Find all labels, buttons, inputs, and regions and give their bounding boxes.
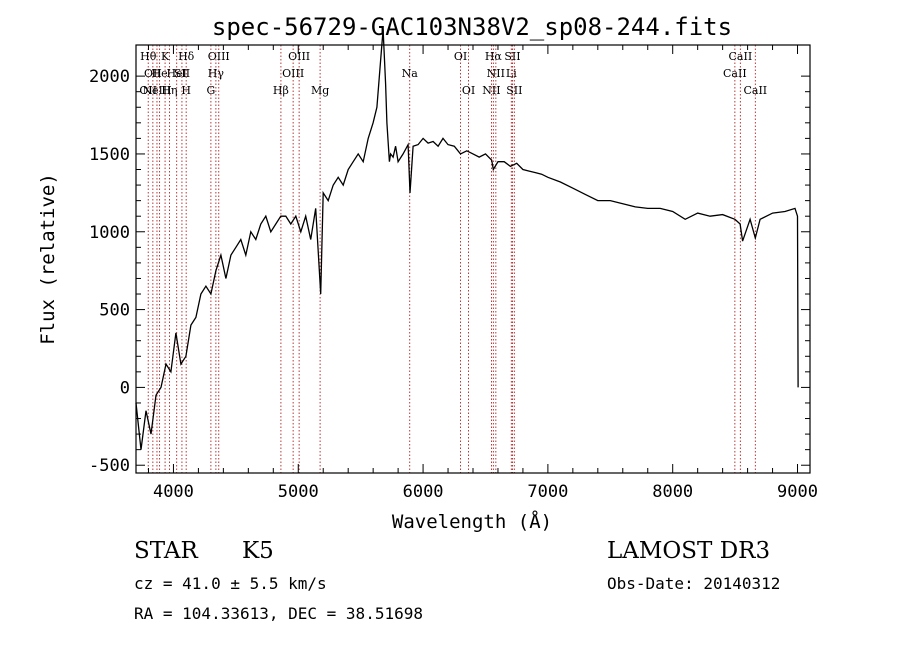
line-label-0-2: OII — [139, 84, 157, 97]
line-label-13-1: OIII — [282, 67, 304, 80]
line-label-19-2: NII — [482, 84, 500, 97]
line-label-7-1: SII — [174, 67, 190, 80]
spectral-line-markers — [147, 45, 756, 473]
x-tick-label-0: 4000 — [153, 482, 194, 502]
line-label-8-0: Hδ — [178, 50, 195, 63]
y-tick-label-4: 1500 — [89, 145, 130, 165]
line-label-27-2: CaII — [743, 84, 767, 97]
y-axis-label: Flux (relative) — [37, 173, 59, 345]
object-subclass: K5 — [242, 538, 274, 564]
line-label-21-1: NII — [487, 67, 505, 80]
line-label-10-1: Hγ — [208, 67, 225, 80]
x-tick-label-5: 9000 — [777, 482, 818, 502]
line-label-2-2: NeIII — [142, 84, 171, 97]
line-label-25-1: CaII — [723, 67, 747, 80]
y-tick-label-3: 1000 — [89, 223, 130, 243]
line-label-1-1: OII — [144, 67, 162, 80]
line-label-3-1: He — [152, 67, 168, 80]
line-label-4-0: K — [161, 50, 170, 63]
line-label-17-0: OI — [454, 50, 467, 63]
line-label-20-0: Hα — [485, 50, 503, 63]
line-label-12-2: Hβ — [273, 84, 289, 97]
line-label-5-2: Hη — [161, 84, 177, 97]
x-tick-label-3: 7000 — [527, 482, 568, 502]
observation-date: Obs-Date: 20140312 — [607, 574, 781, 593]
line-label-6-1: HeI — [166, 67, 186, 80]
survey-name: LAMOST DR3 — [607, 538, 771, 564]
line-label-14-0: OIII — [288, 50, 310, 63]
line-label-22-1: Li — [506, 67, 517, 80]
flux-series-line — [135, 29, 799, 450]
line-label-15-2: Mg — [311, 84, 329, 97]
x-tick-label-2: 6000 — [403, 482, 444, 502]
line-label-26-0: CaII — [729, 50, 753, 63]
line-label-8-2: H — [181, 84, 191, 97]
object-class: STAR — [134, 538, 198, 564]
y-tick-label-1: 0 — [120, 378, 130, 398]
coordinates: RA = 104.33613, DEC = 38.51698 — [134, 604, 423, 623]
line-label-11-0: OIII — [208, 50, 230, 63]
chart-title: spec-56729-GAC103N38V2_sp08-244.fits — [212, 13, 732, 41]
axes: 4000 5000 6000 7000 8000 9000 -500 0 500 1000 1500… — [89, 45, 818, 502]
y-tick-label-2: 500 — [99, 301, 130, 321]
plot-frame — [135, 44, 811, 474]
line-label-16-1: Na — [402, 67, 419, 80]
x-axis-label: Wavelength (Å) — [392, 510, 552, 533]
x-tick-label-1: 5000 — [278, 482, 319, 502]
redshift-value: cz = 41.0 ± 5.5 km/s — [134, 574, 327, 593]
line-label-0-0: Hθ — [140, 50, 157, 63]
y-tick-label-0: -500 — [89, 456, 130, 476]
line-label-23-0: SII — [504, 50, 520, 63]
line-label-24-2: SII — [506, 84, 522, 97]
y-tick-label-5: 2000 — [89, 67, 130, 87]
line-label-9-2: G — [206, 84, 215, 97]
line-label-18-2: OI — [462, 84, 475, 97]
x-tick-label-4: 8000 — [652, 482, 693, 502]
